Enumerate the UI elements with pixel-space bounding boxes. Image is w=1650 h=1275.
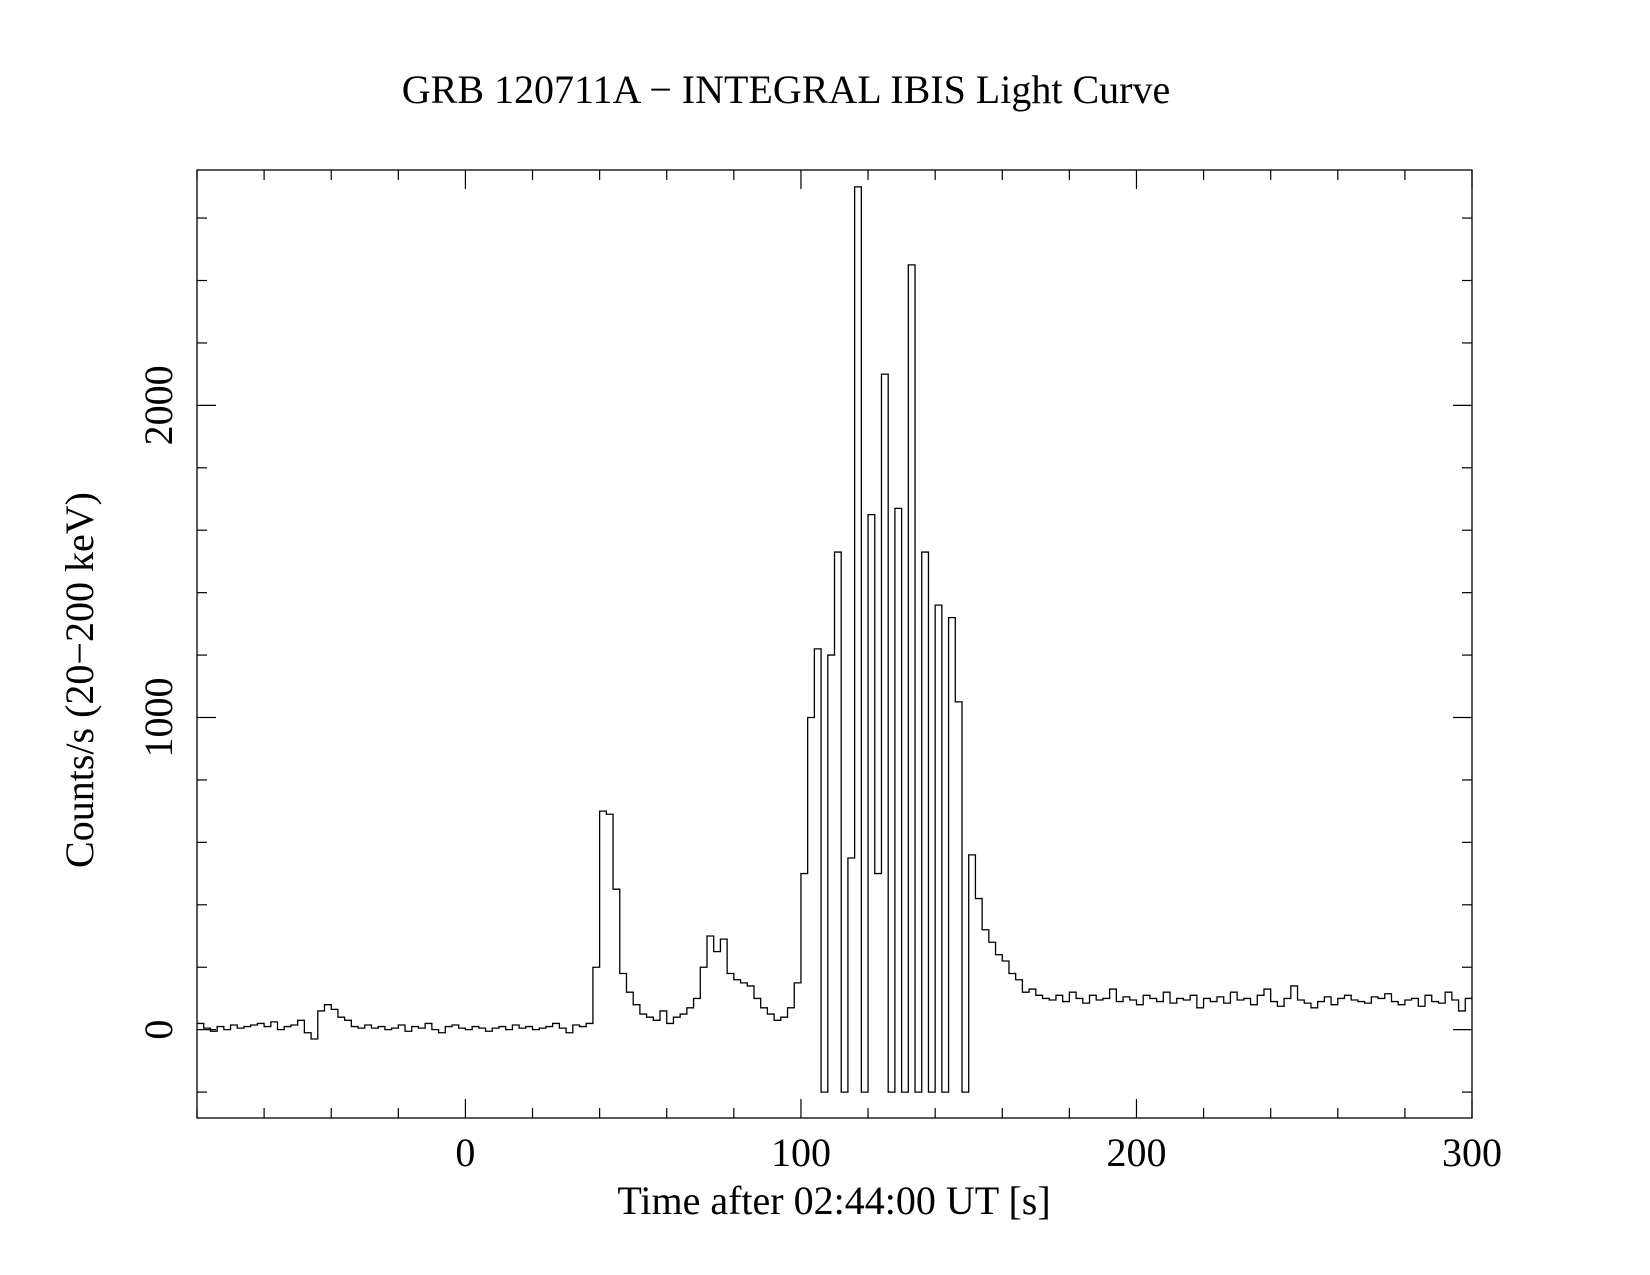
y-axis-label: Counts/s (20−200 keV) [57, 492, 102, 868]
y-tick-label: 1000 [136, 678, 181, 758]
x-axis-label: Time after 02:44:00 UT [s] [617, 1178, 1050, 1223]
light-curve [197, 186, 1472, 1093]
x-tick-label: 0 [455, 1130, 475, 1175]
plot-frame [196, 169, 1473, 1119]
chart-title: GRB 120711A − INTEGRAL IBIS Light Curve [402, 67, 1170, 112]
y-tick-label: 2000 [136, 365, 181, 445]
y-tick-label: 0 [136, 1020, 181, 1040]
x-tick-label: 200 [1106, 1130, 1166, 1175]
x-tick-label: 100 [771, 1130, 831, 1175]
x-tick-label: 300 [1442, 1130, 1502, 1175]
